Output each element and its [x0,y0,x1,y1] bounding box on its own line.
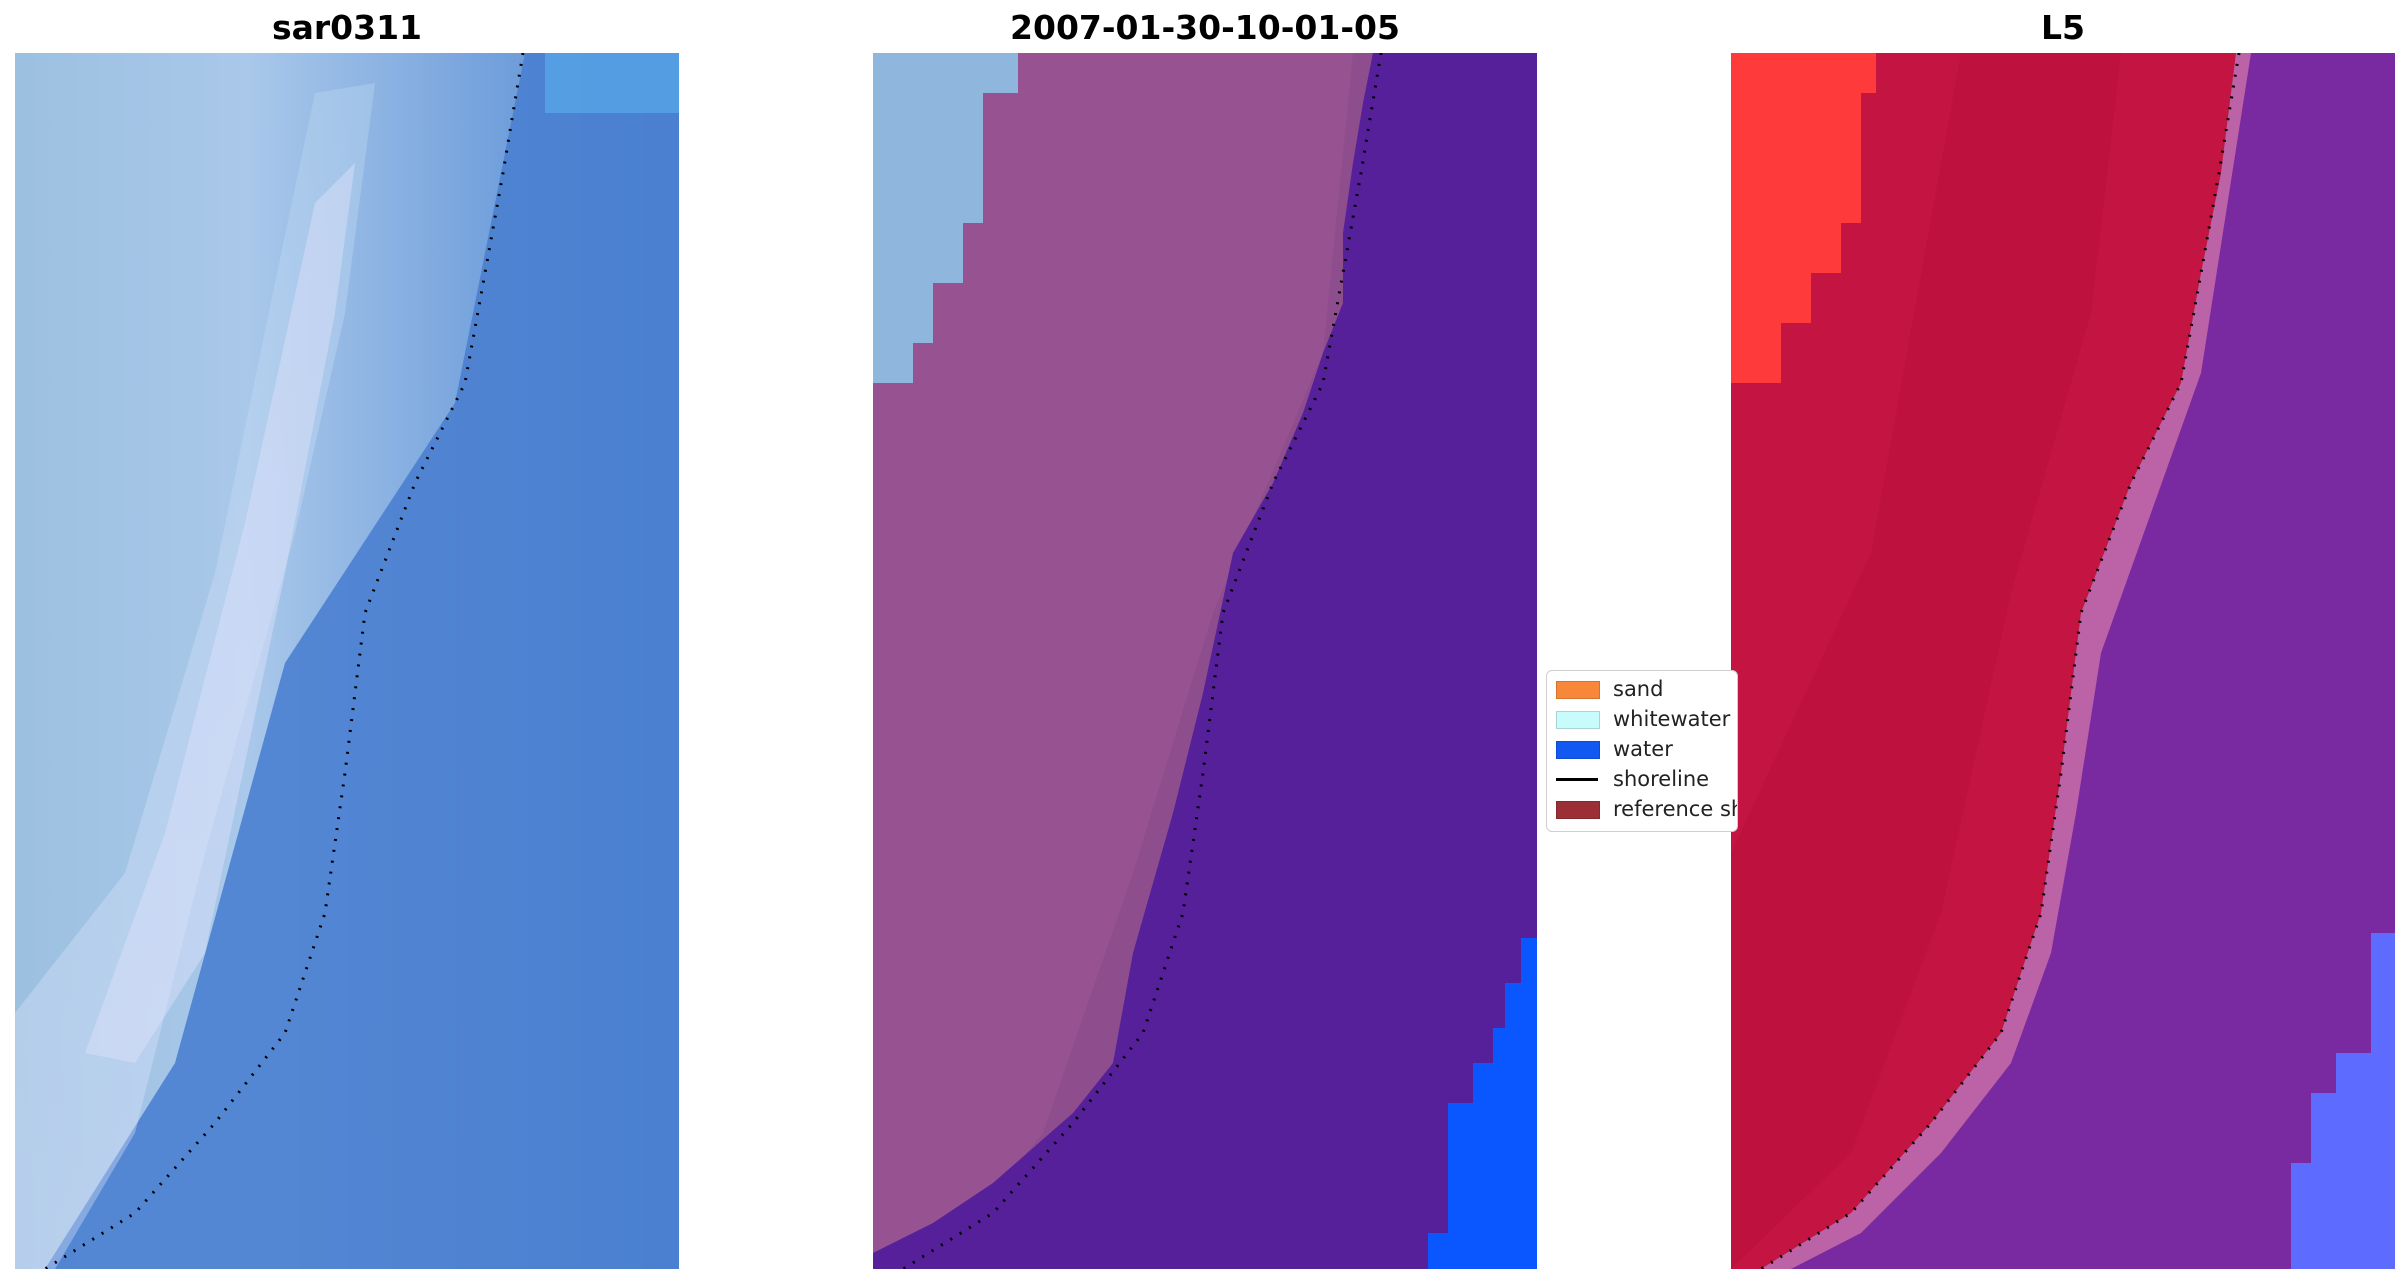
reference-shoreline-swatch [1556,801,1600,819]
panel-title-sar0311: sar0311 [271,8,423,47]
water-swatch [1556,741,1600,759]
classified-whitewater-area [873,53,1018,383]
panel-title-date: 2007-01-30-10-01-05 [1010,8,1400,47]
classified-water-blue-area [1428,938,1537,1269]
legend: sand whitewater water shoreline referenc… [1546,670,1738,832]
legend-label-whitewater: whitewater [1613,707,1731,731]
rgb-white-streak [85,163,355,1063]
index-land-area [1731,53,2236,1269]
rgb-beach-highlight [15,83,375,1269]
legend-label-reference-shoreline: reference shoreline [1613,797,1737,821]
index-transition-band [1761,53,2251,1269]
index-image-panel [1731,53,2395,1269]
classified-image-panel [873,53,1537,1269]
index-water-blue-area [2291,933,2395,1269]
rgb-water-region [45,53,679,1269]
shoreline-line-icon [1556,778,1598,781]
legend-label-shoreline: shoreline [1613,767,1710,791]
sand-swatch [1556,681,1600,699]
classified-sand-shade [873,53,1353,1269]
whitewater-swatch [1556,711,1600,729]
rgb-image-panel [15,53,679,1269]
rgb-top-right-bright [545,53,679,113]
index-bright-red [1731,53,1876,383]
classified-water-area [873,53,1537,1269]
index-land-dark [1731,53,2121,1269]
legend-label-sand: sand [1613,677,1664,701]
legend-label-water: water [1613,737,1673,761]
panel-title-l5: L5 [2041,8,2085,47]
